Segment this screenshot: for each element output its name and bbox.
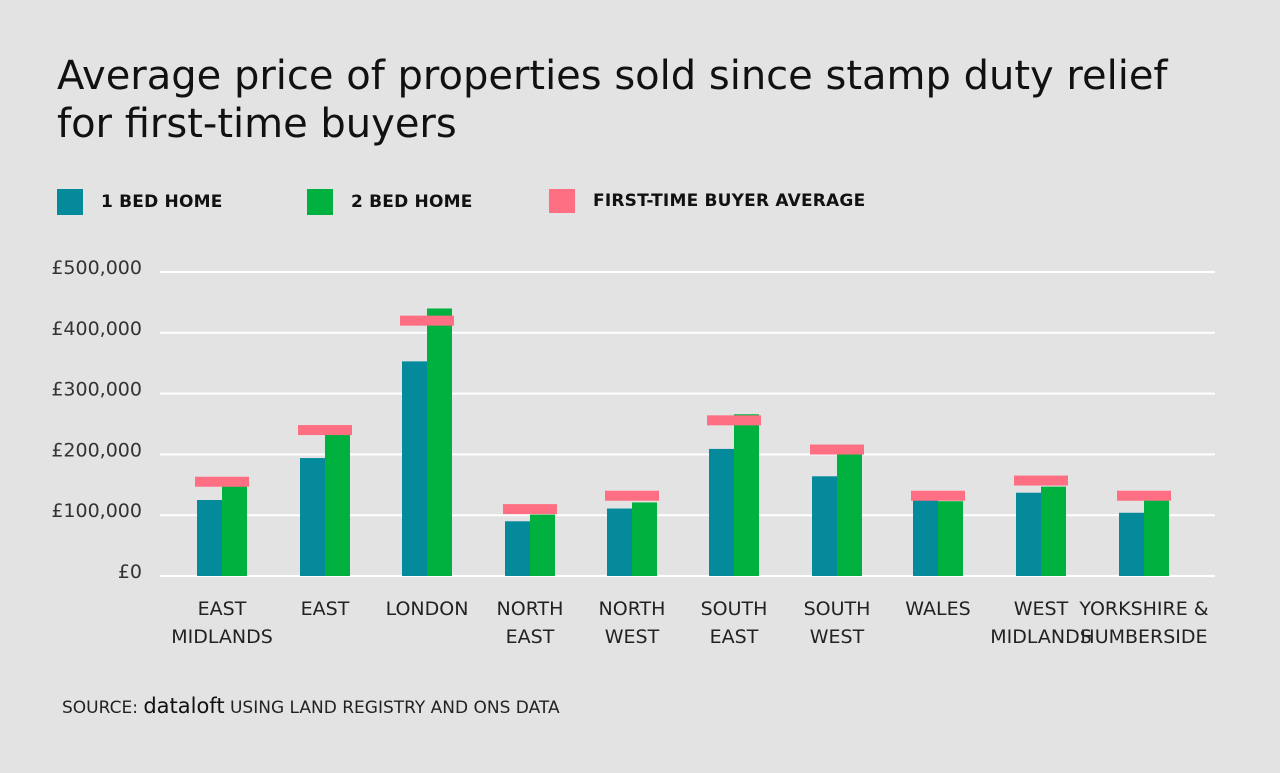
x-category-label: SOUTH <box>804 598 871 620</box>
bar-one-bed <box>1119 512 1144 576</box>
legend-label-ftb-average: FIRST-TIME BUYER AVERAGE <box>593 191 866 211</box>
bar-two-bed <box>427 308 452 576</box>
x-category-label: YORKSHIRE & <box>1078 598 1208 620</box>
legend-swatch-two-bed <box>307 189 333 215</box>
source-suffix: USING LAND REGISTRY AND ONS DATA <box>229 698 560 718</box>
x-category-label: EAST <box>198 598 247 620</box>
x-category-label: WEST <box>810 626 865 648</box>
marker-ftb-average <box>605 490 659 501</box>
x-category-label: LONDON <box>386 598 469 620</box>
bar-one-bed <box>607 508 632 576</box>
bar-one-bed <box>812 476 837 576</box>
marker-ftb-average <box>1014 475 1068 486</box>
marker-ftb-average <box>195 476 249 487</box>
y-tick-label: £300,000 <box>51 379 142 401</box>
bar-one-bed <box>402 361 427 576</box>
source-brand-logo: dataloft <box>143 694 225 718</box>
source-note: SOURCE: dataloft USING LAND REGISTRY AND… <box>62 694 560 718</box>
marker-ftb-average <box>911 490 965 501</box>
marker-ftb-average <box>707 415 761 426</box>
bar-one-bed <box>913 500 938 576</box>
x-category-label: EAST <box>710 626 759 648</box>
marker-ftb-average <box>503 504 557 515</box>
legend-swatch-one-bed <box>57 189 83 215</box>
bar-one-bed <box>197 500 222 576</box>
bar-two-bed <box>837 453 862 576</box>
marker-ftb-average <box>810 444 864 455</box>
bar-two-bed <box>938 501 963 576</box>
x-category-label: MIDLANDS <box>990 626 1092 648</box>
source-prefix: SOURCE: <box>62 698 138 718</box>
legend-item-one-bed: 1 BED HOME <box>57 189 223 215</box>
marker-ftb-average <box>400 315 454 326</box>
x-category-label: MIDLANDS <box>171 626 273 648</box>
legend-label-one-bed: 1 BED HOME <box>101 192 223 212</box>
x-category-label: WALES <box>905 598 970 620</box>
x-category-label: WEST <box>605 626 660 648</box>
legend-item-ftb-average: FIRST-TIME BUYER AVERAGE <box>549 189 865 213</box>
x-category-label: NORTH <box>497 598 564 620</box>
bar-two-bed <box>734 414 759 576</box>
y-tick-label: £500,000 <box>51 257 142 279</box>
x-category-label: WEST <box>1014 598 1069 620</box>
bar-two-bed <box>1041 486 1066 576</box>
legend-swatch-ftb-average <box>549 189 575 213</box>
x-category-label: HUMBERSIDE <box>1080 626 1207 648</box>
bar-two-bed <box>530 514 555 576</box>
y-tick-label: £0 <box>118 561 142 583</box>
bar-two-bed <box>325 433 350 576</box>
legend-item-two-bed: 2 BED HOME <box>307 189 473 215</box>
x-category-label: NORTH <box>599 598 666 620</box>
bar-one-bed <box>1016 492 1041 576</box>
y-tick-label: £400,000 <box>51 318 142 340</box>
bar-one-bed <box>709 448 734 576</box>
bar-one-bed <box>505 521 530 576</box>
x-category-label: SOUTH <box>701 598 768 620</box>
bar-two-bed <box>1144 499 1169 576</box>
bar-two-bed <box>222 486 247 576</box>
chart-title: Average price of properties sold since s… <box>57 53 1168 147</box>
bar-one-bed <box>300 458 325 576</box>
x-category-label: EAST <box>301 598 350 620</box>
legend-label-two-bed: 2 BED HOME <box>351 192 473 212</box>
x-category-label: EAST <box>506 626 555 648</box>
bar-two-bed <box>632 502 657 576</box>
marker-ftb-average <box>298 425 352 436</box>
marker-ftb-average <box>1117 490 1171 501</box>
y-tick-label: £200,000 <box>51 439 142 461</box>
y-tick-label: £100,000 <box>51 500 142 522</box>
